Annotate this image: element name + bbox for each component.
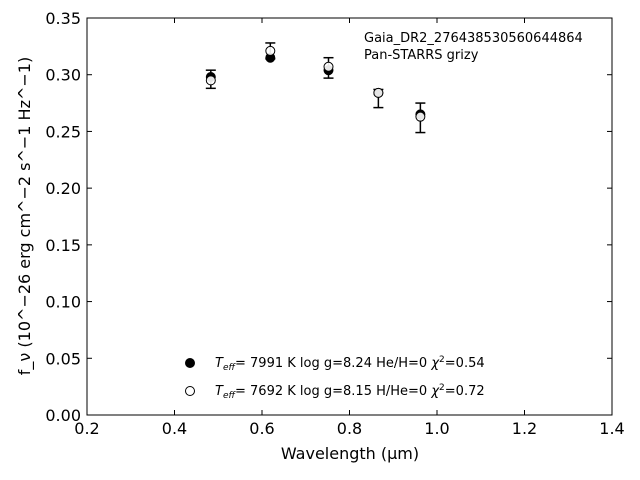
legend-2-comp: H/He=0: [376, 384, 427, 399]
x-tick-label: 1.2: [512, 419, 537, 438]
annotation-line-1: Gaia_DR2_276438530560644864: [364, 31, 583, 46]
legend-1-logg: log g=8.24: [300, 356, 372, 371]
annotation-line-2: Pan-STARRS grizy: [364, 48, 479, 63]
legend-marker-open: [185, 386, 195, 396]
svg-text:Teff= 7692 K log g=8.15 H/H: Teff= 7692 K log g=8.15 H/He=0 χ2=0.72: [215, 383, 485, 401]
data-point-open: [205, 75, 216, 86]
y-tick-label: 0.25: [45, 122, 81, 141]
y-tick-label: 0.05: [45, 349, 81, 368]
y-tick-label: 0.15: [45, 236, 81, 255]
legend: Teff= 7991 K log g=8.24 He/H=0 χ2=0.54 T…: [185, 355, 485, 401]
y-tick-label: 0.35: [45, 9, 81, 28]
x-tick-label: 0.6: [249, 419, 274, 438]
data-point-open: [415, 111, 426, 122]
y-tick-label: 0.30: [45, 66, 81, 85]
legend-2-chi2: =0.72: [445, 384, 485, 399]
legend-marker-filled: [185, 358, 195, 368]
data-point-open: [373, 87, 384, 98]
svg-text:Teff= 7991 K log g=8.24 He/: Teff= 7991 K log g=8.24 He/H=0 χ2=0.54: [215, 355, 485, 373]
legend-1-comp: He/H=0: [376, 356, 427, 371]
data-point-open: [265, 45, 276, 56]
y-axis-label: f_ν (10^−26 erg cm^−2 s^−1 Hz^−1): [15, 57, 35, 375]
x-tick-label: 1.4: [599, 419, 624, 438]
legend-2-teff: 7692 K: [250, 384, 296, 399]
y-tick-label: 0.20: [45, 179, 81, 198]
x-tick-label: 1.0: [424, 419, 449, 438]
x-tick-label: 0.8: [337, 419, 362, 438]
legend-1-chi2: =0.54: [445, 356, 485, 371]
legend-1-teff: 7991 K: [250, 356, 296, 371]
x-tick-label: 0.2: [74, 419, 99, 438]
data-point-open: [323, 61, 334, 72]
y-tick-label: 0.00: [45, 406, 81, 425]
x-axis-label: Wavelength (μm): [281, 444, 419, 463]
x-tick-label: 0.4: [162, 419, 187, 438]
y-tick-label: 0.10: [45, 293, 81, 312]
legend-2-logg: log g=8.15: [300, 384, 372, 399]
